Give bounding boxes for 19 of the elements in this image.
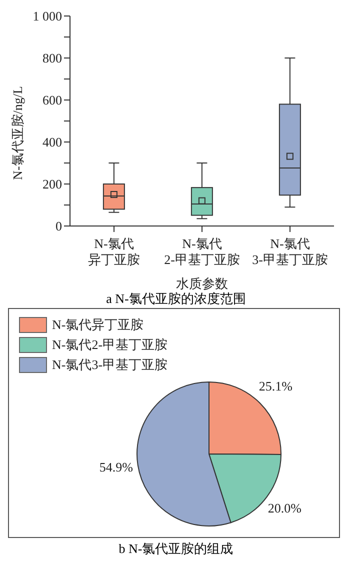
legend-label: N-氯代3-甲基丁亚胺	[52, 356, 168, 374]
x-tick-label: N-氯代3-甲基丁亚胺	[252, 236, 328, 267]
x-tick-label: N-氯代2-甲基丁亚胺	[164, 236, 240, 267]
y-tick-label: 400	[42, 134, 62, 150]
text: b N-氯代亚胺的组成	[118, 540, 234, 558]
y-axis-title: N-氯代亚胺/ng/L	[10, 86, 25, 180]
y-tick-label: 0	[56, 218, 62, 234]
x-axis-title: 水质参数	[176, 276, 228, 291]
legend-label: N-氯代2-甲基丁亚胺	[52, 336, 168, 354]
y-tick-label: 800	[42, 50, 62, 66]
data-label: 20.0%	[268, 500, 302, 516]
y-tick-label: 1 000	[32, 8, 62, 24]
legend-label: N-氯代异丁亚胺	[52, 316, 144, 334]
y-tick-label: 600	[42, 92, 62, 108]
data-label: 54.9%	[99, 459, 134, 474]
text: a N-氯代亚胺的浓度范围	[105, 290, 247, 308]
y-tick-label: 200	[42, 176, 62, 192]
x-tick-label: N-氯代异丁亚胺	[88, 236, 140, 267]
data-label: 25.1%	[258, 378, 293, 394]
